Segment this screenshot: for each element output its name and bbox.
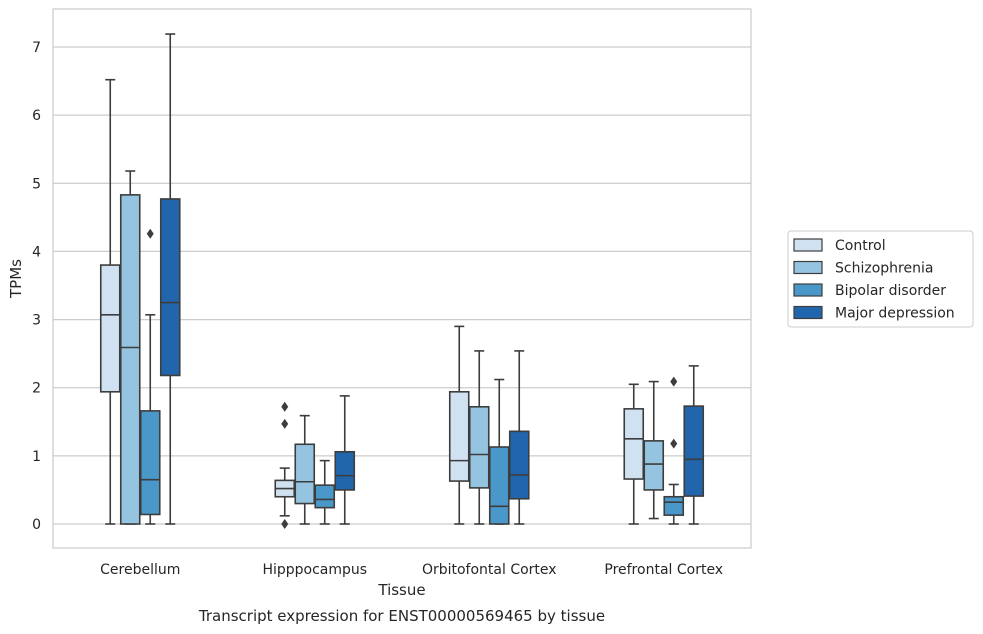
y-axis-title: TPMs	[7, 259, 25, 299]
plot-frame	[52, 8, 752, 549]
outlier-point	[670, 376, 678, 387]
box	[468, 405, 490, 489]
box-plot	[99, 78, 121, 525]
box	[314, 484, 336, 509]
box-plot	[643, 380, 665, 520]
x-tick-label: Cerebellum	[100, 562, 180, 578]
legend-frame	[787, 230, 974, 328]
y-tick-label: 6	[32, 108, 41, 124]
box-plot	[663, 376, 685, 525]
box-plot	[683, 365, 705, 525]
legend-label: Control	[835, 238, 886, 254]
chart-caption: Transcript expression for ENST0000056946…	[198, 607, 605, 625]
legend-label: Bipolar disorder	[835, 283, 946, 299]
box-plot	[334, 395, 356, 525]
legend-swatch	[793, 260, 823, 275]
legend-label: Schizophrenia	[835, 261, 933, 277]
box	[488, 446, 510, 525]
y-tick-label: 3	[32, 313, 41, 329]
box-plot	[274, 401, 296, 529]
box-plots	[99, 33, 705, 529]
y-tick-label: 7	[32, 40, 41, 56]
box-plot	[623, 383, 645, 525]
legend: Control Schizophrenia Bipolar disorder Majo…	[787, 230, 974, 328]
x-tick-label: Prefrontal Cortex	[604, 562, 723, 578]
y-tick-labels: 0 1 2 3 4 5 6 7	[32, 40, 41, 533]
box	[683, 405, 705, 497]
x-axis-title: Tissue	[377, 581, 425, 599]
box	[643, 440, 665, 491]
box-plot	[508, 350, 530, 525]
box	[119, 194, 141, 525]
box-plot	[314, 459, 336, 525]
x-tick-label: Orbitofontal Cortex	[422, 562, 557, 578]
outlier-point	[281, 401, 289, 412]
y-tick-label: 4	[32, 244, 41, 260]
outlier-point	[281, 519, 289, 529]
box-plot	[159, 33, 181, 525]
outlier-point	[146, 228, 154, 239]
box	[448, 391, 470, 482]
box-plot	[468, 350, 490, 525]
box-plot	[139, 228, 161, 525]
box	[99, 264, 121, 393]
box	[294, 443, 316, 505]
y-tick-label: 5	[32, 176, 41, 192]
box-plot	[488, 378, 510, 525]
x-tick-label: Hipppocampus	[262, 562, 367, 578]
box	[508, 430, 530, 500]
outlier-point	[670, 438, 678, 449]
box	[159, 198, 181, 377]
box-plot	[448, 325, 470, 525]
box	[663, 495, 685, 516]
box-plot	[294, 414, 316, 525]
box	[334, 450, 356, 491]
y-tick-label: 1	[32, 449, 41, 465]
legend-label: Major depression	[835, 306, 955, 322]
legend-swatch	[793, 305, 823, 320]
box-plot	[119, 170, 141, 525]
y-tick-label: 0	[32, 517, 41, 533]
outlier-point	[281, 418, 289, 429]
legend-swatch	[793, 238, 823, 252]
y-tick-label: 2	[32, 381, 41, 397]
x-tick-labels: Cerebellum Hipppocampus Orbitofontal Corte…	[100, 562, 723, 578]
box	[139, 410, 161, 516]
legend-swatch	[793, 283, 823, 297]
box	[623, 408, 645, 480]
